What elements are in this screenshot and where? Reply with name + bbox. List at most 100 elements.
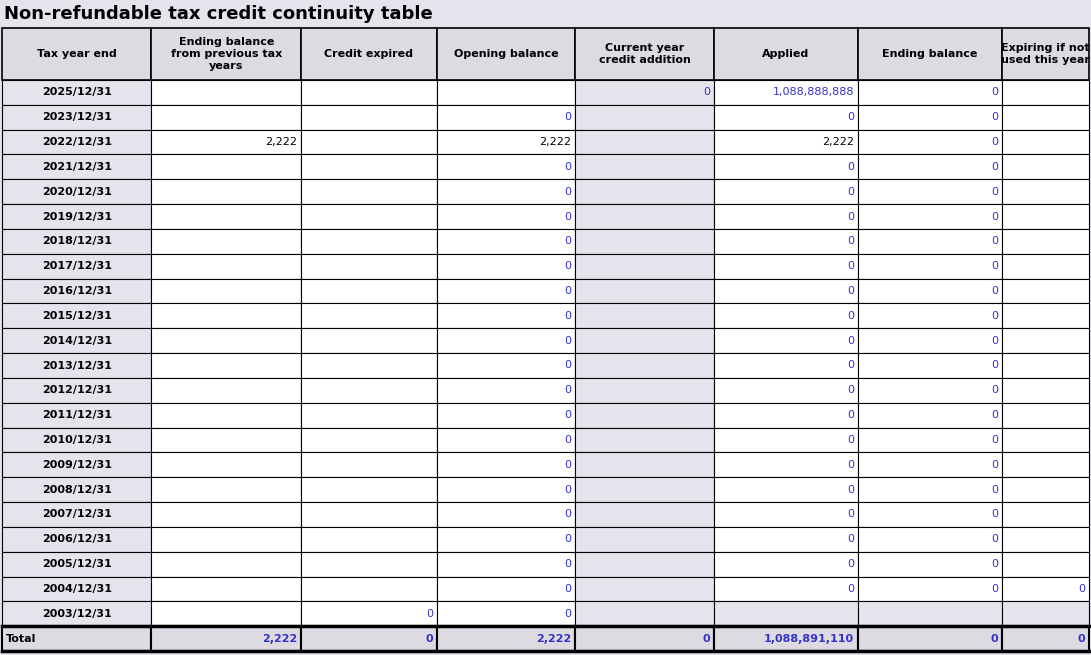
Text: 0: 0 xyxy=(847,311,854,321)
Bar xyxy=(575,229,714,253)
Bar xyxy=(575,253,714,278)
Text: 0: 0 xyxy=(564,112,572,122)
Text: 0: 0 xyxy=(991,460,998,470)
Text: 2025/12/31: 2025/12/31 xyxy=(41,87,111,98)
Text: 0: 0 xyxy=(991,435,998,445)
Bar xyxy=(575,28,714,80)
Text: 2007/12/31: 2007/12/31 xyxy=(41,510,111,519)
Text: 0: 0 xyxy=(564,335,572,346)
Bar xyxy=(858,229,1002,253)
Text: Opening balance: Opening balance xyxy=(454,49,559,59)
Bar xyxy=(436,552,575,576)
Text: 0: 0 xyxy=(847,187,854,196)
Bar xyxy=(714,229,858,253)
Text: 0: 0 xyxy=(991,187,998,196)
Bar xyxy=(575,130,714,155)
Text: 2020/12/31: 2020/12/31 xyxy=(41,187,111,196)
Bar xyxy=(858,477,1002,502)
Bar xyxy=(858,428,1002,453)
Text: 2,222: 2,222 xyxy=(262,633,297,644)
Text: 0: 0 xyxy=(1078,584,1086,594)
Text: 0: 0 xyxy=(564,460,572,470)
Bar xyxy=(152,155,301,179)
Bar xyxy=(858,502,1002,527)
Bar xyxy=(2,179,152,204)
Bar xyxy=(301,229,436,253)
Bar xyxy=(575,552,714,576)
Bar xyxy=(301,502,436,527)
Bar xyxy=(714,576,858,601)
Bar xyxy=(1002,502,1089,527)
Bar xyxy=(436,229,575,253)
Bar xyxy=(858,328,1002,353)
Text: Credit expired: Credit expired xyxy=(324,49,413,59)
Text: 2,222: 2,222 xyxy=(539,137,572,147)
Text: 0: 0 xyxy=(564,236,572,246)
Bar xyxy=(436,253,575,278)
Text: 0: 0 xyxy=(564,410,572,420)
Bar xyxy=(152,527,301,552)
Bar xyxy=(714,130,858,155)
Bar xyxy=(575,353,714,378)
Text: 0: 0 xyxy=(991,410,998,420)
Text: 0: 0 xyxy=(564,360,572,371)
Text: 0: 0 xyxy=(847,534,854,544)
Text: 0: 0 xyxy=(991,360,998,371)
Bar xyxy=(575,328,714,353)
Bar xyxy=(152,179,301,204)
Bar xyxy=(714,527,858,552)
Text: Expiring if not
used this year: Expiring if not used this year xyxy=(1002,43,1090,65)
Bar xyxy=(575,80,714,105)
Bar xyxy=(152,204,301,229)
Text: 2011/12/31: 2011/12/31 xyxy=(41,410,111,420)
Text: 0: 0 xyxy=(991,137,998,147)
Bar xyxy=(436,601,575,626)
Bar xyxy=(1002,428,1089,453)
Text: 2006/12/31: 2006/12/31 xyxy=(41,534,111,544)
Text: 0: 0 xyxy=(991,559,998,569)
Text: 0: 0 xyxy=(564,510,572,519)
Text: 0: 0 xyxy=(991,335,998,346)
Bar xyxy=(858,80,1002,105)
Text: 0: 0 xyxy=(564,212,572,221)
Text: 0: 0 xyxy=(564,584,572,594)
Bar xyxy=(152,278,301,303)
Bar xyxy=(858,155,1002,179)
Bar xyxy=(152,28,301,80)
Bar xyxy=(858,303,1002,328)
Bar xyxy=(436,303,575,328)
Bar xyxy=(152,403,301,428)
Text: 0: 0 xyxy=(847,385,854,396)
Bar xyxy=(436,576,575,601)
Bar xyxy=(436,502,575,527)
Bar xyxy=(301,353,436,378)
Text: 2003/12/31: 2003/12/31 xyxy=(41,608,111,619)
Bar xyxy=(1002,229,1089,253)
Bar xyxy=(301,378,436,403)
Bar xyxy=(858,601,1002,626)
Text: 2009/12/31: 2009/12/31 xyxy=(41,460,111,470)
Bar xyxy=(2,278,152,303)
Text: 2005/12/31: 2005/12/31 xyxy=(41,559,111,569)
Bar xyxy=(2,626,152,651)
Bar xyxy=(575,303,714,328)
Bar xyxy=(301,453,436,477)
Text: 0: 0 xyxy=(1078,633,1086,644)
Bar xyxy=(301,278,436,303)
Bar xyxy=(714,253,858,278)
Bar xyxy=(575,527,714,552)
Text: 2015/12/31: 2015/12/31 xyxy=(41,311,111,321)
Bar xyxy=(575,428,714,453)
Bar xyxy=(301,28,436,80)
Bar xyxy=(2,552,152,576)
Text: 0: 0 xyxy=(564,162,572,172)
Text: Non-refundable tax credit continuity table: Non-refundable tax credit continuity tab… xyxy=(4,5,433,23)
Text: Total: Total xyxy=(5,633,36,644)
Bar xyxy=(436,403,575,428)
Bar xyxy=(575,179,714,204)
Text: 2017/12/31: 2017/12/31 xyxy=(41,261,111,271)
Bar xyxy=(858,179,1002,204)
Bar xyxy=(436,179,575,204)
Bar xyxy=(1002,527,1089,552)
Text: 0: 0 xyxy=(991,385,998,396)
